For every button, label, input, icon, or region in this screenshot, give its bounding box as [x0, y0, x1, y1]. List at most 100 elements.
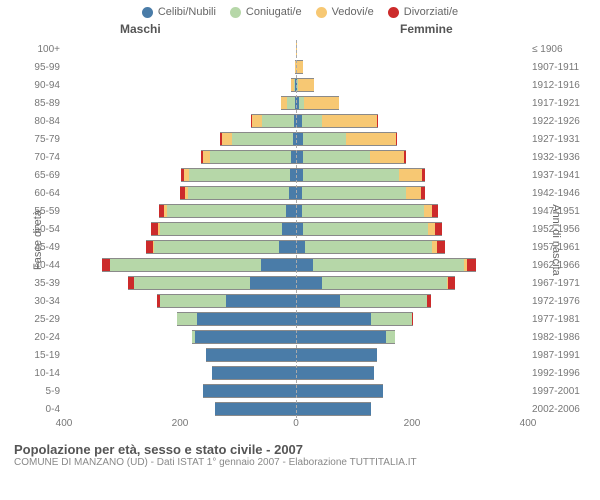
female-bar [296, 186, 528, 201]
bar-segment [412, 312, 413, 327]
male-bar [64, 294, 296, 309]
bar-segment [167, 204, 286, 219]
male-bar [64, 348, 296, 363]
bar-segment [296, 258, 313, 273]
female-bar [296, 312, 528, 327]
bar-segment [232, 132, 293, 147]
bar-segment [250, 276, 296, 291]
bar-segment [322, 114, 377, 129]
bar-segment [286, 204, 296, 219]
bar-segment [371, 312, 412, 327]
legend-dot-icon [230, 7, 241, 18]
bar-segment [370, 150, 405, 165]
bar-segment [203, 384, 296, 399]
bar-segment [377, 114, 378, 129]
legend-dot-icon [142, 7, 153, 18]
bar-segment [303, 150, 370, 165]
male-bar [64, 78, 296, 93]
age-label: 5-9 [16, 386, 60, 397]
male-bar [64, 186, 296, 201]
age-label: 25-29 [16, 314, 60, 325]
bar-segment [189, 168, 291, 183]
female-bar [296, 60, 528, 75]
bar-segment [298, 78, 314, 93]
age-label: 55-59 [16, 206, 60, 217]
bar-segment [289, 186, 296, 201]
bar-segment [206, 348, 296, 363]
age-label: 95-99 [16, 62, 60, 73]
bar-segment [386, 330, 395, 345]
bar-segment [226, 294, 296, 309]
female-bar [296, 402, 528, 417]
birth-year-label: 1912-1916 [532, 80, 590, 91]
birth-year-label: 1937-1941 [532, 170, 590, 181]
birth-year-label: 1907-1911 [532, 62, 590, 73]
male-header: Maschi [120, 22, 161, 36]
male-bar [64, 96, 296, 111]
x-axis: 4002000200400 [64, 418, 528, 440]
age-label: 30-34 [16, 296, 60, 307]
birth-year-label: 1967-1971 [532, 278, 590, 289]
age-label: 15-19 [16, 350, 60, 361]
legend-dot-icon [388, 7, 399, 18]
birth-year-label: 2002-2006 [532, 404, 590, 415]
bar-segment [304, 96, 339, 111]
birth-year-label: 1922-1926 [532, 116, 590, 127]
male-bar [64, 402, 296, 417]
bar-segment [296, 222, 303, 237]
bar-segment [197, 312, 296, 327]
age-label: 100+ [16, 44, 60, 55]
bar-segment [146, 240, 153, 255]
bar-segment [313, 258, 464, 273]
age-label: 85-89 [16, 98, 60, 109]
legend-label: Vedovi/e [332, 6, 374, 18]
age-label: 50-54 [16, 224, 60, 235]
bar-segment [296, 402, 371, 417]
bar-segment [151, 222, 158, 237]
female-bar [296, 168, 528, 183]
bar-segment [421, 186, 426, 201]
legend-label: Divorziati/e [404, 6, 458, 18]
chart-title: Popolazione per età, sesso e stato civil… [14, 442, 586, 457]
female-bar [296, 150, 528, 165]
bar-segment [322, 276, 447, 291]
bar-segment [134, 276, 250, 291]
chart-footer: Popolazione per età, sesso e stato civil… [0, 440, 600, 468]
birth-year-label: 1972-1976 [532, 296, 590, 307]
male-bar [64, 150, 296, 165]
bar-segment [296, 60, 303, 75]
bar-segment [252, 114, 262, 129]
female-bar [296, 330, 528, 345]
male-bar [64, 366, 296, 381]
bar-segment [303, 168, 399, 183]
male-bar [64, 240, 296, 255]
bar-segment [296, 132, 303, 147]
female-header: Femmine [400, 22, 453, 36]
male-bar [64, 60, 296, 75]
bar-segment [467, 258, 476, 273]
male-bar [64, 114, 296, 129]
female-bar [296, 384, 528, 399]
legend-item: Celibi/Nubili [142, 6, 216, 18]
birth-year-label: 1917-1921 [532, 98, 590, 109]
plot-area: Fasce di età Anni di nascita 100+≤ 19069… [10, 40, 590, 440]
birth-year-label: 1932-1936 [532, 152, 590, 163]
female-bar [296, 348, 528, 363]
bar-segment [215, 402, 296, 417]
male-bar [64, 132, 296, 147]
female-bar [296, 96, 528, 111]
male-bar [64, 258, 296, 273]
age-label: 90-94 [16, 80, 60, 91]
bar-segment [279, 240, 296, 255]
legend-label: Coniugati/e [246, 6, 302, 18]
bar-segment [296, 366, 374, 381]
bar-segment [210, 150, 291, 165]
male-bar [64, 204, 296, 219]
bar-segment [432, 204, 438, 219]
population-pyramid-chart: Celibi/Nubili Coniugati/e Vedovi/e Divorzia… [0, 0, 600, 500]
birth-year-label: 1947-1951 [532, 206, 590, 217]
male-bar [64, 276, 296, 291]
age-label: 65-69 [16, 170, 60, 181]
x-tick-label: 200 [404, 418, 421, 429]
male-bar [64, 330, 296, 345]
